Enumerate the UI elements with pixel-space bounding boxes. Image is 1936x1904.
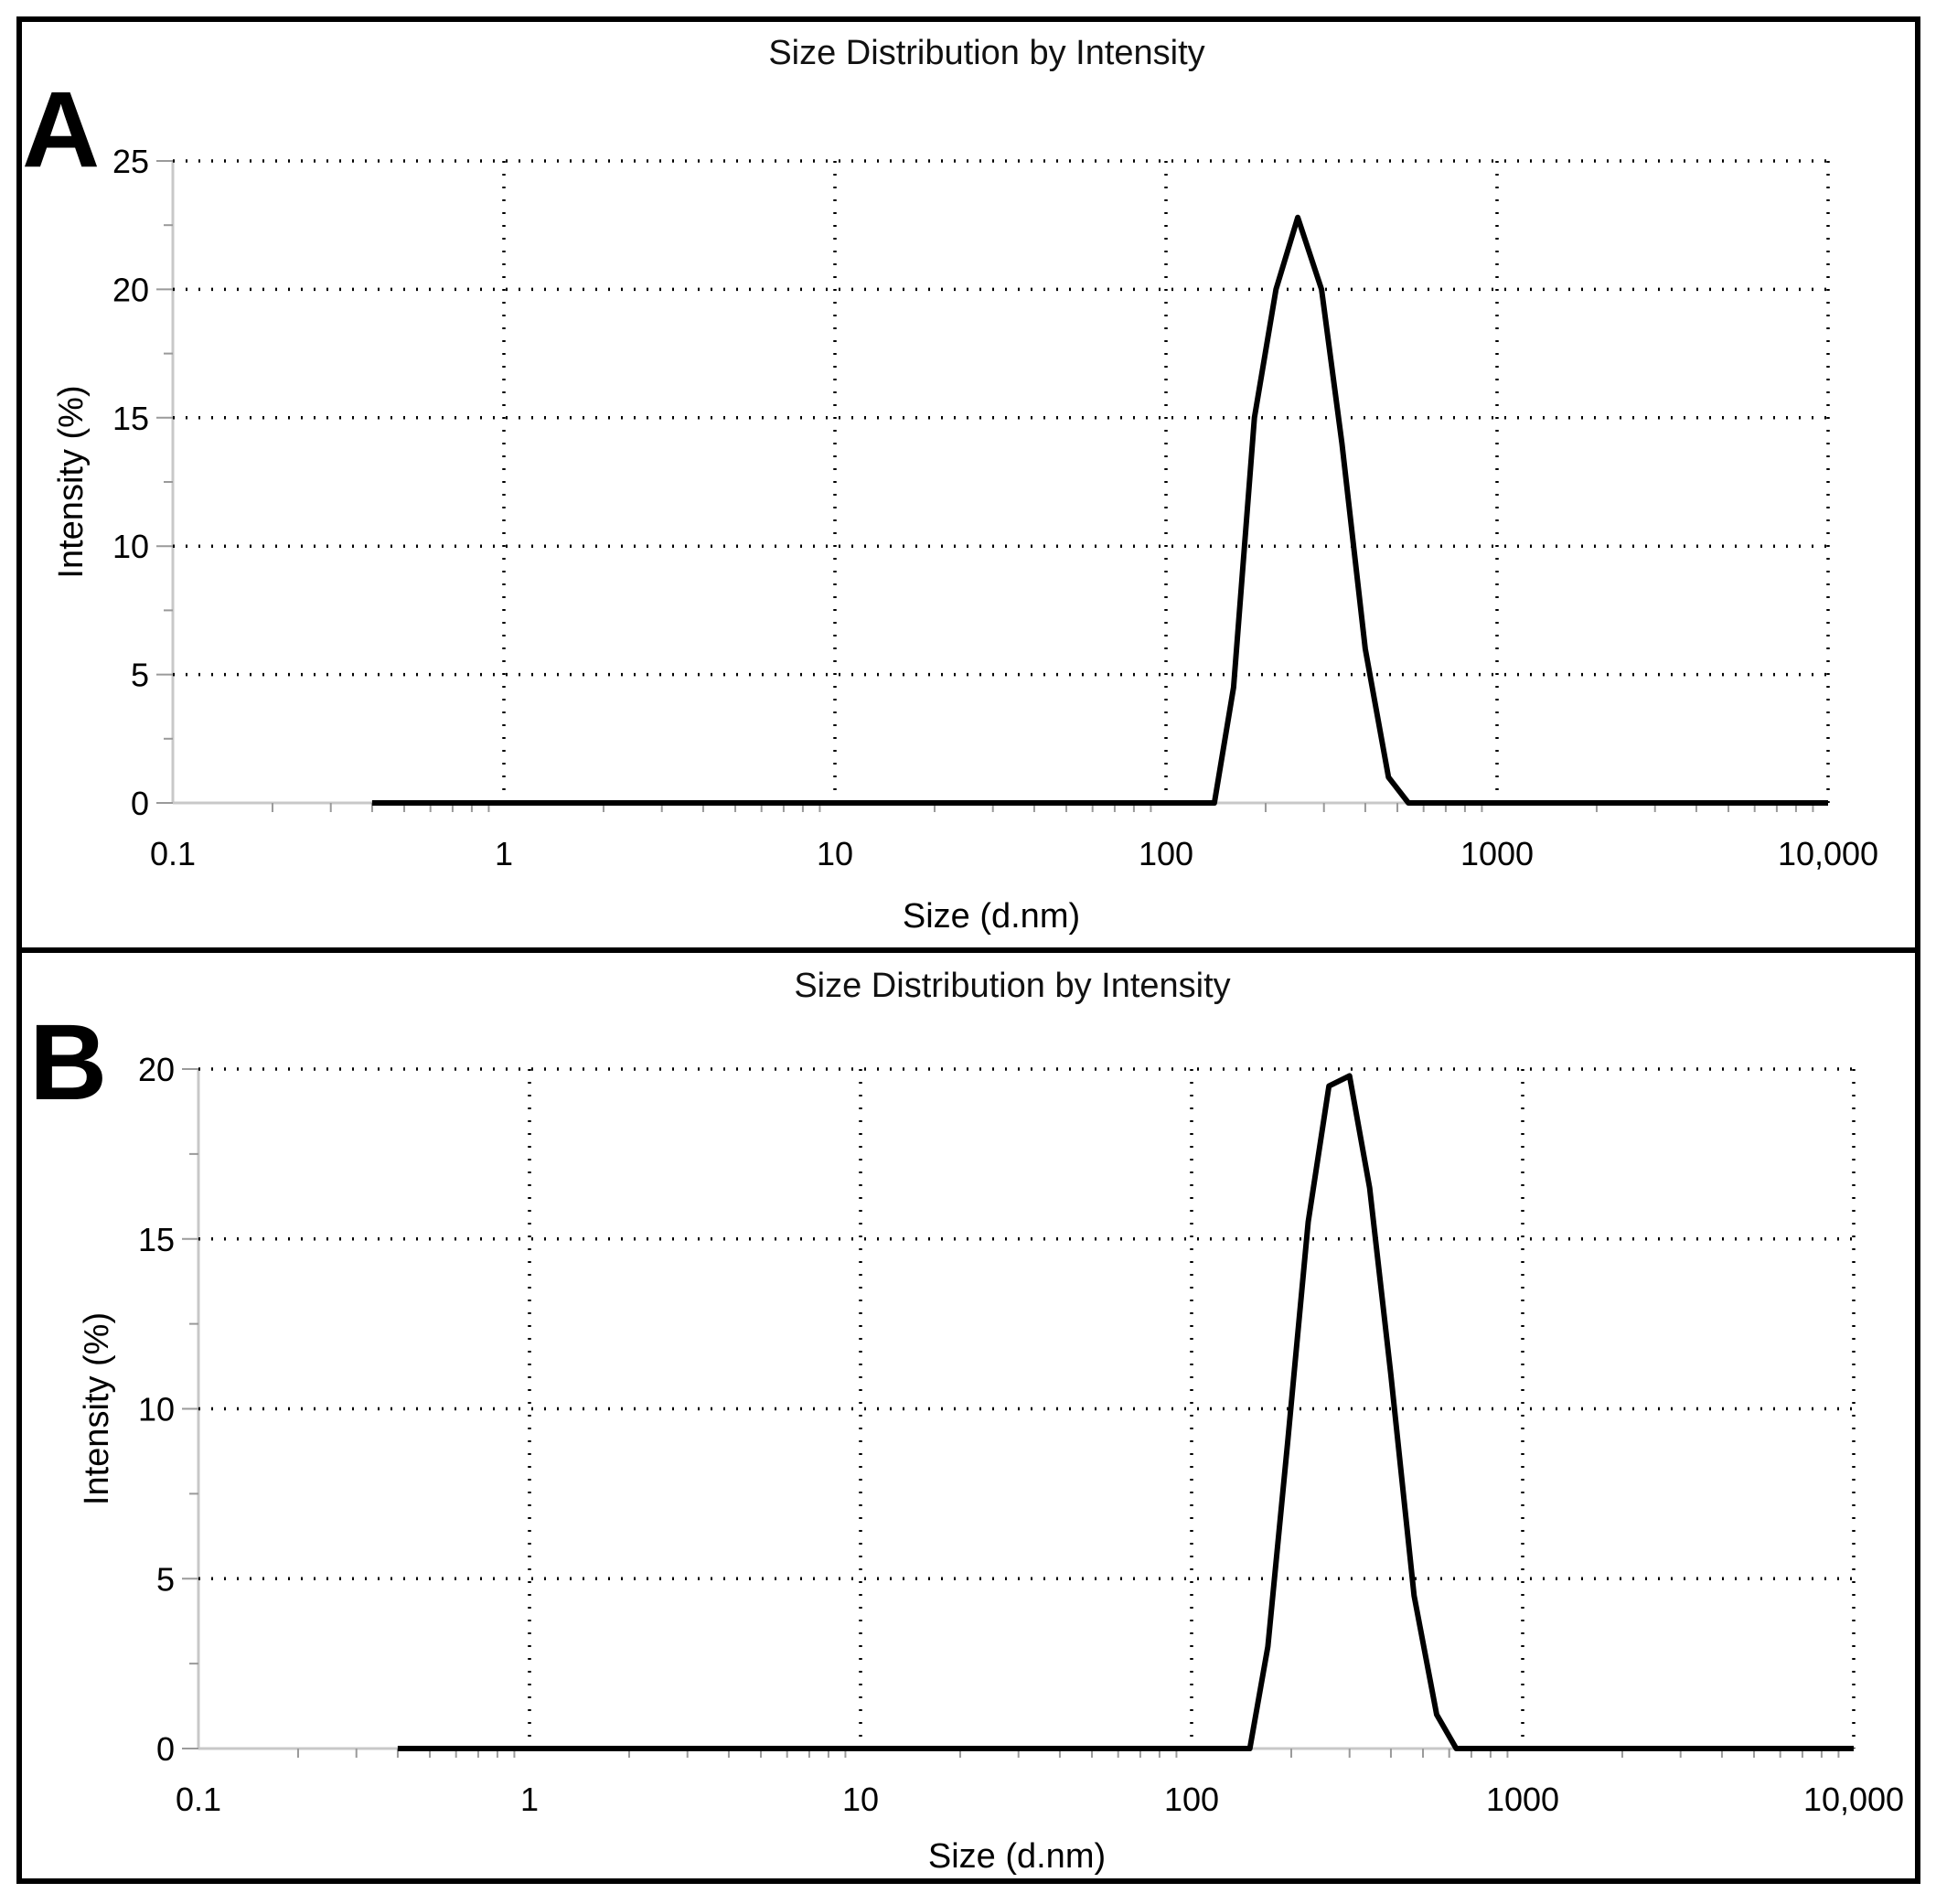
y-tick-label: 20 — [138, 1051, 175, 1088]
x-tick-label: 1000 — [1460, 835, 1534, 872]
y-tick-label: 15 — [112, 400, 149, 437]
x-axis-label: Size (d.nm) — [903, 897, 1080, 936]
y-tick-label: 20 — [112, 271, 149, 308]
x-tick-label: 100 — [1139, 835, 1193, 872]
series-line — [397, 1073, 1854, 1751]
x-tick-label: 1 — [520, 1781, 539, 1818]
y-tick-label: 15 — [138, 1221, 175, 1258]
chart-panel-a: Size Distribution by Intensity A 0 5 10 15 20 2… — [16, 16, 1920, 953]
x-tick-label: 100 — [1164, 1781, 1219, 1818]
x-axis-label: Size (d.nm) — [928, 1837, 1106, 1876]
x-tick-label: 10 — [817, 835, 853, 872]
y-tick-label: 5 — [156, 1560, 175, 1598]
y-tick-label: 25 — [112, 143, 149, 180]
x-tick-label: 10,000 — [1778, 835, 1878, 872]
panel-label: A — [22, 70, 100, 190]
x-tick-label: 10 — [842, 1781, 879, 1818]
series-line — [371, 214, 1828, 806]
y-axis-label: Intensity (%) — [52, 385, 91, 578]
y-tick-label: 5 — [131, 657, 149, 694]
chart-panel-b: Size Distribution by Intensity B 0 5 10 15 20 0… — [16, 947, 1920, 1884]
x-tick-label: 0.1 — [176, 1781, 221, 1818]
y-tick-label: 0 — [156, 1730, 175, 1768]
x-tick-label: 1 — [495, 835, 513, 872]
chart-title: Size Distribution by Intensity — [768, 34, 1204, 72]
y-tick-label: 10 — [112, 528, 149, 565]
chart-a: Size Distribution by Intensity A 0 5 10 15 20 2… — [22, 34, 1878, 936]
y-axis-label: Intensity (%) — [78, 1312, 116, 1505]
x-tick-label: 1000 — [1486, 1781, 1559, 1818]
chart-b: Size Distribution by Intensity B 0 5 10 15 20 0… — [29, 967, 1904, 1876]
panel-label: B — [29, 1002, 107, 1123]
chart-title: Size Distribution by Intensity — [794, 967, 1230, 1005]
x-tick-label: 10,000 — [1803, 1781, 1904, 1818]
y-tick-label: 0 — [131, 785, 149, 822]
x-tick-label: 0.1 — [150, 835, 196, 872]
y-tick-label: 10 — [138, 1391, 175, 1428]
